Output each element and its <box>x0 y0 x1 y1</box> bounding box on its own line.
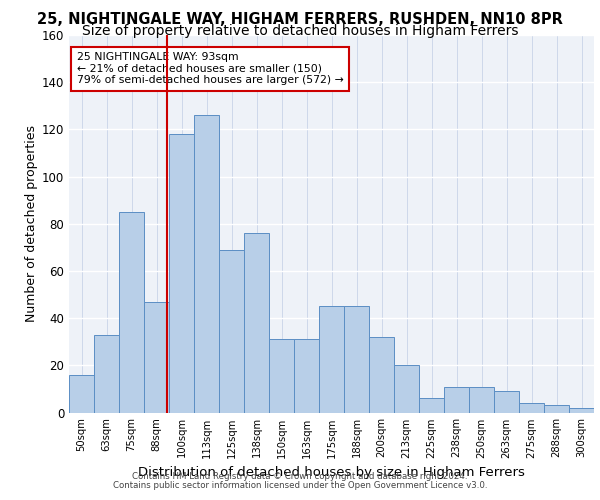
Bar <box>394 366 419 412</box>
Bar <box>569 408 594 412</box>
Bar <box>119 212 144 412</box>
Bar <box>494 392 519 412</box>
Bar <box>269 340 294 412</box>
Bar <box>319 306 344 412</box>
Bar <box>419 398 444 412</box>
Bar <box>294 340 319 412</box>
Bar <box>169 134 194 412</box>
Text: 25 NIGHTINGALE WAY: 93sqm
← 21% of detached houses are smaller (150)
79% of semi: 25 NIGHTINGALE WAY: 93sqm ← 21% of detac… <box>77 52 344 85</box>
Bar <box>544 406 569 412</box>
Bar <box>469 386 494 412</box>
Text: 25, NIGHTINGALE WAY, HIGHAM FERRERS, RUSHDEN, NN10 8PR: 25, NIGHTINGALE WAY, HIGHAM FERRERS, RUS… <box>37 12 563 28</box>
Bar <box>244 233 269 412</box>
Bar <box>69 375 94 412</box>
Bar <box>444 386 469 412</box>
Bar <box>344 306 369 412</box>
Bar <box>519 403 544 412</box>
Bar <box>219 250 244 412</box>
Bar <box>194 115 219 412</box>
Bar <box>94 334 119 412</box>
Text: Contains public sector information licensed under the Open Government Licence v3: Contains public sector information licen… <box>113 481 487 490</box>
Y-axis label: Number of detached properties: Number of detached properties <box>25 125 38 322</box>
X-axis label: Distribution of detached houses by size in Higham Ferrers: Distribution of detached houses by size … <box>138 466 525 479</box>
Bar <box>369 337 394 412</box>
Text: Size of property relative to detached houses in Higham Ferrers: Size of property relative to detached ho… <box>82 24 518 38</box>
Text: Contains HM Land Registry data © Crown copyright and database right 2024.: Contains HM Land Registry data © Crown c… <box>132 472 468 481</box>
Bar <box>144 302 169 412</box>
